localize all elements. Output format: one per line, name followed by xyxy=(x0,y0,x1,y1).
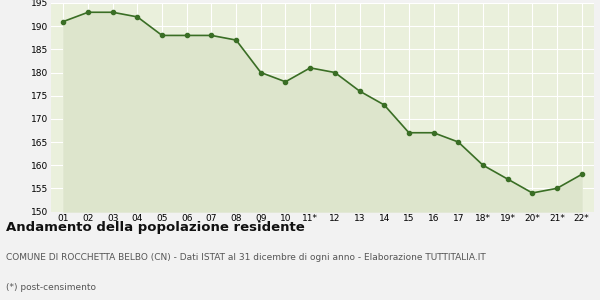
Text: (*) post-censimento: (*) post-censimento xyxy=(6,284,96,292)
Text: COMUNE DI ROCCHETTA BELBO (CN) - Dati ISTAT al 31 dicembre di ogni anno - Elabor: COMUNE DI ROCCHETTA BELBO (CN) - Dati IS… xyxy=(6,254,486,262)
Text: Andamento della popolazione residente: Andamento della popolazione residente xyxy=(6,220,305,233)
